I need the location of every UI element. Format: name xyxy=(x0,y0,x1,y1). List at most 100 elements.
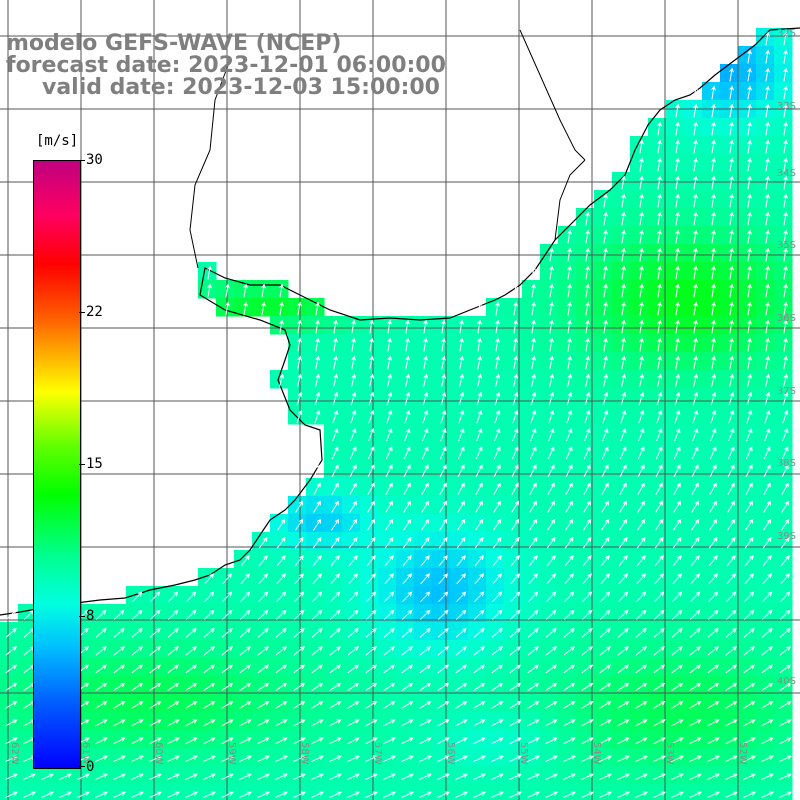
wind-cell xyxy=(504,784,523,800)
wind-arrow xyxy=(473,719,486,727)
wind-cell xyxy=(540,676,559,695)
wind-arrow xyxy=(274,773,288,781)
wind-arrow xyxy=(780,555,790,567)
wind-cell xyxy=(18,784,37,800)
wind-arrow xyxy=(207,265,212,280)
wind-cell xyxy=(432,514,451,533)
wind-arrow xyxy=(296,409,303,424)
wind-cell xyxy=(162,586,181,605)
wind-arrow xyxy=(710,428,717,442)
wind-arrow xyxy=(599,609,611,620)
wind-arrow xyxy=(438,518,448,531)
wind-cell xyxy=(270,370,289,389)
wind-arrow xyxy=(583,446,591,460)
wind-cell xyxy=(576,334,595,353)
wind-cell xyxy=(558,388,577,407)
wind-arrow xyxy=(149,719,162,727)
wind-cell xyxy=(648,766,667,785)
wind-arrow xyxy=(691,446,699,460)
wind-cell xyxy=(594,478,613,497)
wind-arrow xyxy=(240,555,250,567)
wind-arrow xyxy=(675,229,680,244)
wind-cell xyxy=(648,748,667,767)
wind-cell xyxy=(18,640,37,659)
wind-arrow xyxy=(419,646,431,656)
wind-arrow xyxy=(580,755,594,763)
wind-arrow xyxy=(707,646,719,656)
wind-arrow xyxy=(652,773,666,781)
wind-cell xyxy=(774,280,793,299)
wind-cell xyxy=(342,586,361,605)
wind-cell xyxy=(594,388,613,407)
wind-cell xyxy=(738,730,757,749)
wind-arrow xyxy=(204,591,215,603)
wind-arrow xyxy=(148,737,162,745)
wind-cell xyxy=(432,586,451,605)
wind-arrow xyxy=(639,337,644,352)
wind-cell xyxy=(630,136,649,155)
wind-arrow xyxy=(531,265,536,280)
wind-cell xyxy=(252,712,271,731)
wind-arrow xyxy=(779,664,792,674)
wind-arrow xyxy=(239,628,251,638)
wind-arrow xyxy=(76,791,90,799)
wind-arrow xyxy=(403,500,411,513)
wind-arrow xyxy=(220,737,234,745)
wind-arrow xyxy=(112,773,126,781)
wind-cell xyxy=(36,784,55,800)
wind-cell xyxy=(756,46,775,65)
wind-arrow xyxy=(743,682,756,692)
wind-arrow xyxy=(762,555,772,567)
wind-cell xyxy=(90,766,109,785)
wind-arrow xyxy=(746,373,753,388)
wind-cell xyxy=(270,586,289,605)
wind-arrow xyxy=(724,737,738,745)
wind-cell xyxy=(522,604,541,623)
wind-arrow xyxy=(729,211,734,226)
wind-cell xyxy=(648,460,667,479)
wind-cell xyxy=(306,694,325,713)
wind-cell xyxy=(648,262,667,281)
wind-arrow xyxy=(693,283,698,298)
wind-arrow xyxy=(528,536,538,549)
wind-cell xyxy=(360,550,379,569)
wind-cell xyxy=(360,316,379,335)
wind-cell xyxy=(612,478,631,497)
wind-cell xyxy=(720,730,739,749)
wind-cell xyxy=(558,460,577,479)
wind-cell xyxy=(144,712,163,731)
wind-arrow xyxy=(711,85,716,100)
wind-cell xyxy=(576,766,595,785)
wind-arrow xyxy=(657,229,662,244)
wind-cell xyxy=(612,316,631,335)
wind-cell xyxy=(540,658,559,677)
wind-arrow xyxy=(672,518,682,531)
wind-cell xyxy=(738,658,757,677)
wind-cell xyxy=(738,334,757,353)
wind-arrow xyxy=(437,646,449,656)
wind-cell xyxy=(666,586,685,605)
wind-cell xyxy=(486,424,505,443)
wind-arrow xyxy=(368,373,375,388)
wind-cell xyxy=(756,766,775,785)
wind-cell xyxy=(720,64,739,83)
wind-cell xyxy=(630,298,649,317)
wind-arrow xyxy=(764,409,771,424)
wind-cell xyxy=(198,730,217,749)
wind-cell xyxy=(720,478,739,497)
wind-cell xyxy=(288,370,307,389)
wind-cell xyxy=(360,352,379,371)
wind-cell xyxy=(756,676,775,695)
wind-arrow xyxy=(693,211,698,226)
wind-arrow xyxy=(729,337,734,352)
wind-arrow xyxy=(675,211,680,226)
wind-arrow xyxy=(711,301,716,316)
wind-arrow xyxy=(438,555,448,567)
wind-cell xyxy=(162,622,181,641)
wind-cell xyxy=(612,262,631,281)
wind-arrow xyxy=(400,755,414,763)
wind-cell xyxy=(774,514,793,533)
wind-cell xyxy=(612,550,631,569)
wind-arrow xyxy=(616,737,630,745)
wind-cell xyxy=(504,550,523,569)
